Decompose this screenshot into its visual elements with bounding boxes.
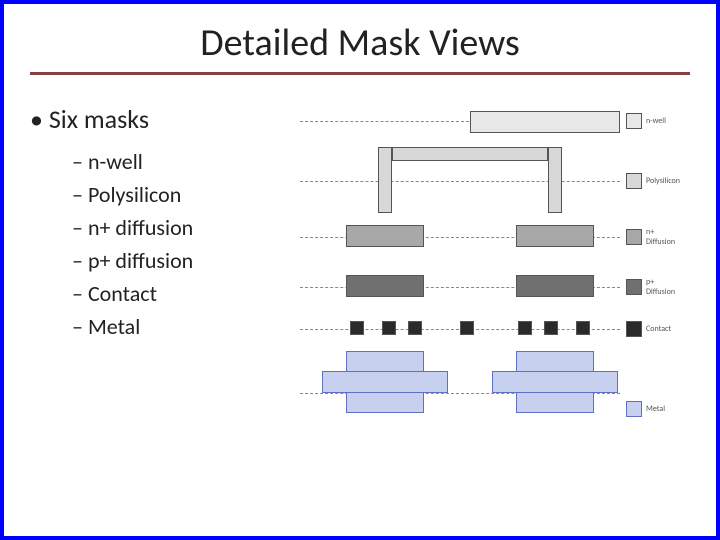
mask-shape: [350, 321, 364, 335]
legend-label: Metal: [646, 404, 684, 414]
sub-item: n-well: [72, 145, 300, 178]
mask-shape: [516, 225, 594, 247]
dash-line: [300, 181, 620, 182]
mask-shape: [460, 321, 474, 335]
legend-label: Contact: [646, 324, 684, 334]
mask-shape: [544, 321, 558, 335]
title-rule: [30, 72, 690, 75]
mask-shape: [408, 321, 422, 335]
mask-shape: [392, 147, 548, 161]
legend-label: n-well: [646, 116, 684, 126]
mask-shape: [518, 321, 532, 335]
legend-swatch: [626, 113, 642, 129]
mask-diagram: n-wellPolysiliconn+ Diffusionp+ Diffusio…: [300, 103, 680, 443]
content-area: Six masks n-wellPolysiliconn+ diffusionp…: [30, 103, 690, 443]
sub-item: Contact: [72, 277, 300, 310]
mask-shape: [322, 371, 448, 393]
sub-item: n+ diffusion: [72, 211, 300, 244]
sub-item: p+ diffusion: [72, 244, 300, 277]
sub-item: Metal: [72, 310, 300, 343]
legend-label: n+ Diffusion: [646, 227, 684, 247]
legend-swatch: [626, 279, 642, 295]
mask-shape: [516, 275, 594, 297]
sub-list: n-wellPolysiliconn+ diffusionp+ diffusio…: [30, 145, 300, 343]
legend-swatch: [626, 321, 642, 337]
slide-title: Detailed Mask Views: [30, 20, 690, 70]
legend-label: p+ Diffusion: [646, 277, 684, 297]
diagram-column: n-well Polysilicon n+ Diffusion p+ Diffusio…: [300, 103, 690, 443]
main-bullet: Six masks: [30, 103, 300, 135]
slide: Detailed Mask Views Six masks n-wellPoly…: [0, 0, 720, 540]
text-column: Six masks n-wellPolysiliconn+ diffusionp…: [30, 103, 300, 443]
legend-swatch: [626, 401, 642, 417]
mask-shape: [346, 275, 424, 297]
legend-swatch: [626, 173, 642, 189]
mask-shape: [382, 321, 396, 335]
sub-item: Polysilicon: [72, 178, 300, 211]
mask-shape: [492, 371, 618, 393]
mask-shape: [548, 147, 562, 213]
mask-shape: [346, 225, 424, 247]
mask-shape: [576, 321, 590, 335]
mask-shape: [378, 147, 392, 213]
legend-label: Polysilicon: [646, 176, 684, 186]
legend-swatch: [626, 229, 642, 245]
mask-shape: [470, 111, 620, 133]
